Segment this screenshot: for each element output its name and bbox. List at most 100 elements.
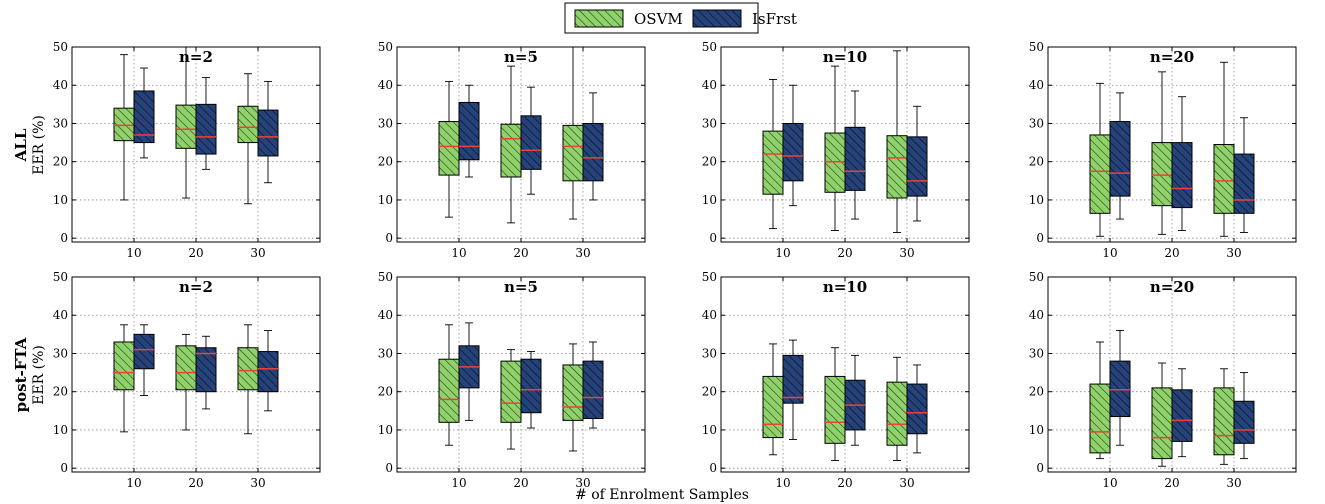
y-tick-label: 20 xyxy=(53,155,68,169)
box-isfrst xyxy=(257,351,279,393)
y-tick-label: 50 xyxy=(53,40,68,54)
y-tick-label: 40 xyxy=(1029,308,1044,322)
box-isfrst xyxy=(906,383,928,435)
x-tick-label: 20 xyxy=(837,476,852,490)
x-tick-label: 30 xyxy=(1226,246,1241,260)
y-tick-label: 50 xyxy=(378,40,393,54)
y-tick-label: 40 xyxy=(702,308,717,322)
y-tick-label: 20 xyxy=(702,385,717,399)
x-tick-label: 10 xyxy=(126,246,141,260)
panel-post-fta-n20: 0 10 20 30 40 50 10 20 30 n=20 xyxy=(1029,270,1297,490)
y-tick-label: 40 xyxy=(378,78,393,92)
x-tick-label: 10 xyxy=(1102,476,1117,490)
y-tick-label: 30 xyxy=(53,346,68,360)
y-tick-label: 20 xyxy=(1029,385,1044,399)
panel-title: n=10 xyxy=(823,278,867,296)
y-tick-label: 50 xyxy=(702,270,717,284)
box-isfrst xyxy=(1171,389,1193,442)
y-tick-label: 20 xyxy=(378,155,393,169)
box-osvm xyxy=(762,375,784,439)
y-tick-label: 0 xyxy=(60,461,68,475)
y-tick-label: 10 xyxy=(378,193,393,207)
panel-title: n=5 xyxy=(504,278,538,296)
x-tick-label: 30 xyxy=(250,476,265,490)
box-isfrst xyxy=(1233,400,1255,444)
legend-swatch-osvm xyxy=(574,9,624,28)
y-tick-label: 20 xyxy=(378,385,393,399)
box-osvm xyxy=(562,364,584,421)
y-tick-label: 30 xyxy=(702,116,717,130)
box-osvm xyxy=(113,107,135,142)
y-tick-label: 0 xyxy=(709,461,717,475)
panel-all-n10: 0 10 20 30 40 50 10 20 30 n=10 xyxy=(702,40,970,260)
panel-post-fta-n5: 0 10 20 30 40 50 10 20 30 n=5 xyxy=(378,270,646,490)
y-tick-label: 20 xyxy=(53,385,68,399)
y-tick-label: 0 xyxy=(1036,231,1044,245)
panel-title: n=5 xyxy=(504,48,538,66)
y-tick-label: 50 xyxy=(53,270,68,284)
x-tick-label: 20 xyxy=(1164,476,1179,490)
panel-all-n5: 0 10 20 30 40 50 10 20 30 n=5 xyxy=(378,40,646,260)
box-osvm xyxy=(438,121,460,176)
panel-all-n20: 0 10 20 30 40 50 10 20 30 n=20 xyxy=(1029,40,1297,260)
y-tick-label: 10 xyxy=(53,423,68,437)
y-tick-label: 40 xyxy=(53,78,68,92)
box-isfrst xyxy=(133,333,155,370)
x-axis-label: # of Enrolment Samples xyxy=(575,487,749,503)
panel-title: n=2 xyxy=(179,48,213,66)
y-tick-label: 10 xyxy=(1029,193,1044,207)
y-tick-label: 30 xyxy=(1029,116,1044,130)
y-tick-label: 30 xyxy=(702,346,717,360)
box-isfrst xyxy=(1109,121,1131,197)
x-tick-label: 30 xyxy=(899,246,914,260)
box-osvm xyxy=(237,347,259,391)
box-osvm xyxy=(1089,383,1111,454)
y-tick-label: 0 xyxy=(1036,461,1044,475)
y-tick-label: 0 xyxy=(385,461,393,475)
x-tick-label: 10 xyxy=(775,476,790,490)
y-tick-label: 0 xyxy=(60,231,68,245)
y-tick-label: 50 xyxy=(378,270,393,284)
box-osvm xyxy=(438,358,460,423)
box-isfrst xyxy=(582,122,604,182)
y-tick-label: 10 xyxy=(53,193,68,207)
x-tick-label: 10 xyxy=(126,476,141,490)
x-tick-label: 30 xyxy=(899,476,914,490)
row-label-all: ALL EER (%) xyxy=(12,115,47,175)
box-isfrst xyxy=(520,358,542,414)
y-tick-label: 40 xyxy=(53,308,68,322)
y-tick-label: 40 xyxy=(1029,78,1044,92)
box-isfrst xyxy=(782,354,804,404)
box-osvm xyxy=(175,104,197,149)
y-tick-label: 30 xyxy=(53,116,68,130)
row-label-post-fta: post-FTA EER (%) xyxy=(12,337,47,412)
x-tick-label: 30 xyxy=(575,246,590,260)
box-osvm xyxy=(762,130,784,195)
x-tick-label: 20 xyxy=(837,246,852,260)
y-tick-label: 10 xyxy=(702,193,717,207)
y-tick-label: 10 xyxy=(702,423,717,437)
y-tick-label: 20 xyxy=(1029,155,1044,169)
box-osvm xyxy=(1213,144,1235,214)
y-tick-label: 40 xyxy=(702,78,717,92)
box-isfrst xyxy=(1171,142,1193,209)
box-osvm xyxy=(824,132,846,193)
box-osvm xyxy=(886,381,908,446)
row-label-all-title: ALL xyxy=(12,128,30,162)
panel-all-n2: 0 10 20 30 40 50 10 20 30 n=2 xyxy=(53,40,321,260)
panel-post-fta-n2: 0 10 20 30 40 50 10 20 30 n=2 xyxy=(53,270,321,490)
y-tick-label: 0 xyxy=(709,231,717,245)
y-tick-label: 10 xyxy=(1029,423,1044,437)
box-isfrst xyxy=(133,90,155,144)
box-isfrst xyxy=(195,347,217,393)
y-tick-label: 50 xyxy=(1029,270,1044,284)
row-label-all-ylabel: EER (%) xyxy=(31,115,47,175)
x-tick-label: 20 xyxy=(513,476,528,490)
box-isfrst xyxy=(782,122,804,182)
box-osvm xyxy=(175,345,197,391)
x-tick-label: 10 xyxy=(451,476,466,490)
x-tick-label: 20 xyxy=(513,246,528,260)
box-isfrst xyxy=(906,136,928,197)
x-tick-label: 30 xyxy=(575,476,590,490)
legend-swatch-isfrst xyxy=(692,9,742,28)
